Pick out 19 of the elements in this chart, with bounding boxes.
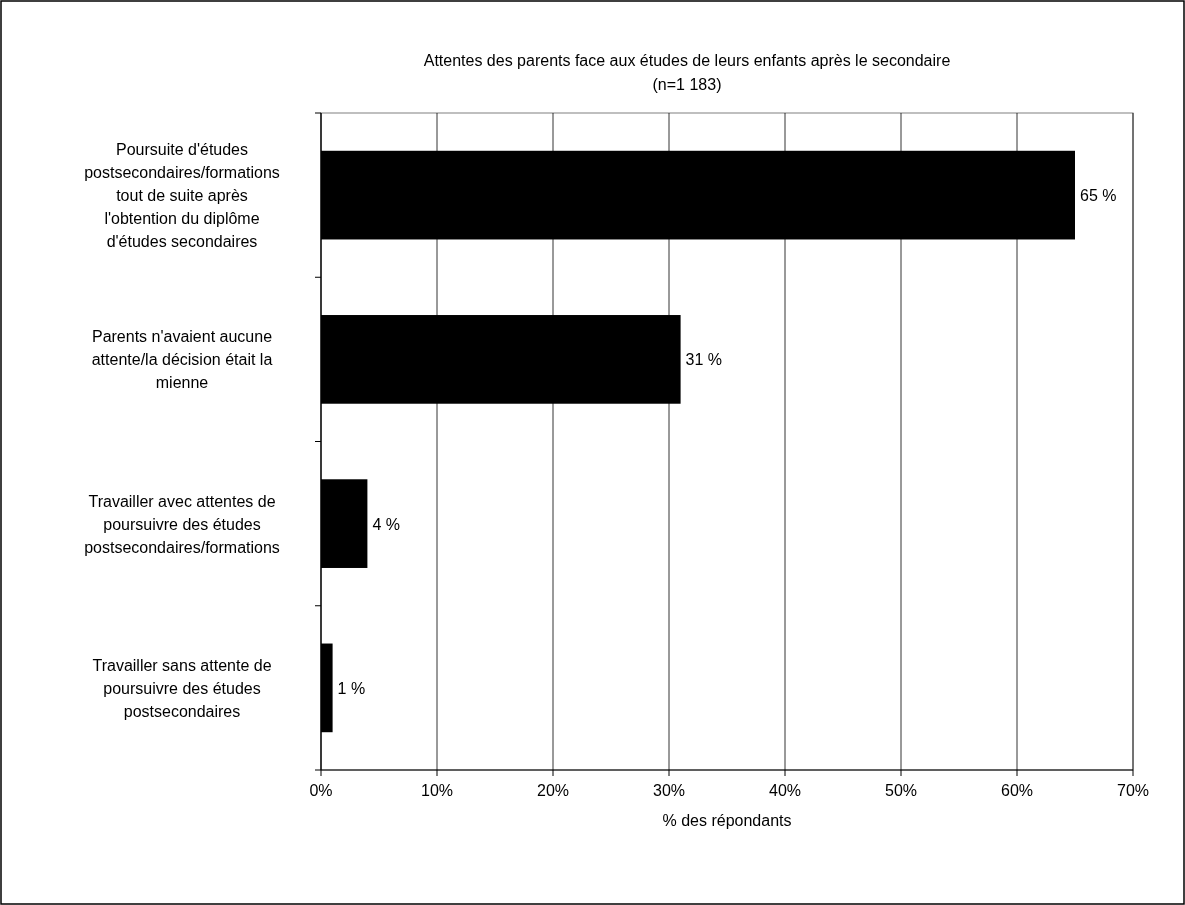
y-tick-label: Travailler sans attente de poursuivre des études postsecondaires [92, 656, 272, 720]
x-axis-title: % des répondants [662, 812, 792, 829]
x-tick-label: 40% [768, 782, 802, 799]
data-label: 31 % [685, 351, 723, 369]
data-label: 1 % [337, 679, 366, 697]
x-tick-label: 50% [884, 782, 918, 799]
y-tick-label: Parents n'avaient aucune attente/la décision était la mienne [91, 328, 273, 392]
data-label: 4 % [372, 515, 400, 533]
y-tick-label: Travailler avec attentes de poursuivre des études postsecondaires/formations [84, 492, 280, 556]
x-tick-label: 60% [1000, 782, 1034, 799]
x-tick-label: 70% [1116, 782, 1150, 799]
x-tick-label: 30% [652, 782, 686, 799]
chart-subtitle: (n=1 183) [652, 76, 722, 93]
y-tick-label: Poursuite d'études postsecondaires/formations tout de suite après l'obtention du diplôme d'études secondaires [84, 141, 280, 251]
data-label: 65 % [1080, 187, 1117, 205]
x-tick-label: 10% [420, 782, 454, 799]
x-tick-label: 20% [536, 782, 570, 799]
x-tick-label: 0% [309, 782, 333, 799]
chart-title: Attentes des parents face aux études de leurs enfants après le secondaire [423, 52, 951, 69]
